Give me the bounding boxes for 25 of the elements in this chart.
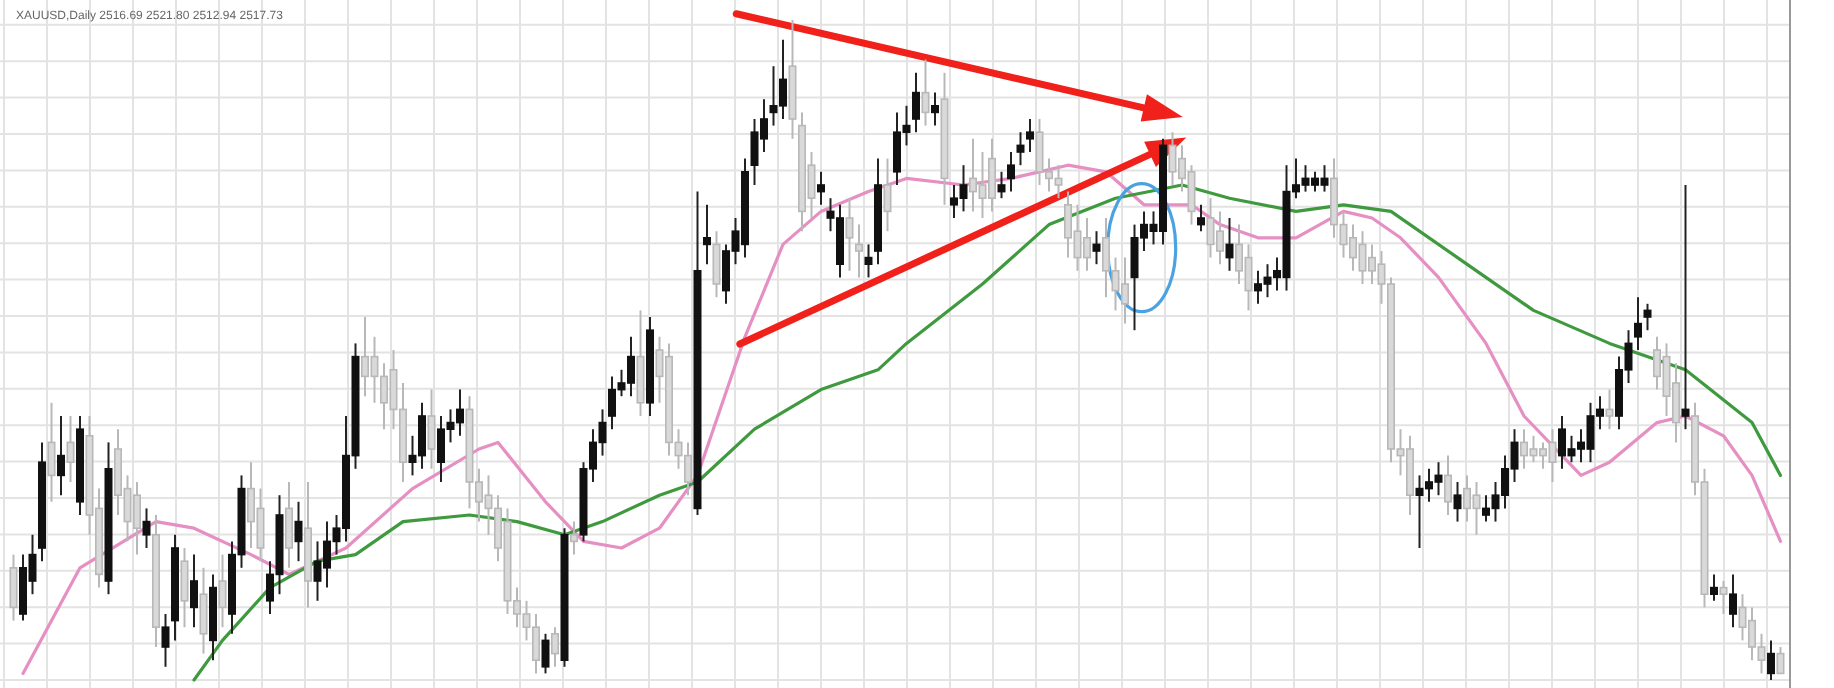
candlestick	[1767, 639, 1775, 681]
candlestick	[931, 91, 939, 127]
candlestick	[190, 553, 198, 629]
candlestick	[1729, 573, 1737, 629]
candlestick	[703, 203, 711, 266]
candlestick	[57, 415, 65, 497]
candlestick	[1634, 296, 1642, 351]
candlestick	[912, 71, 920, 134]
candlestick	[294, 500, 303, 563]
candlestick	[1016, 131, 1025, 167]
candlestick	[1026, 118, 1034, 153]
candlestick	[1225, 217, 1234, 272]
candlestick	[1092, 230, 1101, 266]
candlestick	[817, 170, 825, 206]
candlestick	[1681, 184, 1690, 431]
candlestick	[541, 632, 550, 675]
candlestick	[1197, 203, 1205, 233]
candlestick	[997, 170, 1006, 200]
candlestick	[142, 507, 151, 549]
candlestick	[1643, 302, 1652, 332]
candlestick	[1007, 151, 1015, 193]
candlestick	[1453, 481, 1462, 523]
candlestick	[864, 243, 873, 279]
candlestick	[161, 613, 170, 668]
candlestick	[1710, 573, 1718, 602]
